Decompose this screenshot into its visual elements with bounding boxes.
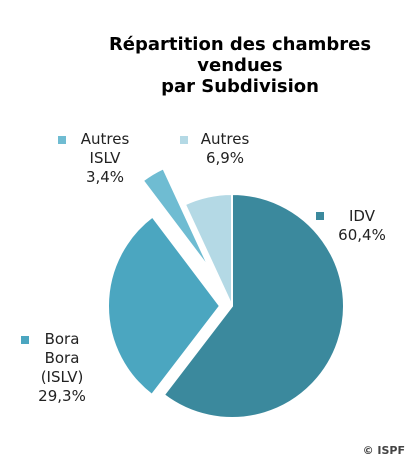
legend-marker [58, 136, 66, 144]
pie-slice [141, 167, 212, 271]
value-label: 29,3% [38, 387, 86, 405]
legend-marker [316, 212, 324, 220]
value-label: 60,4% [338, 226, 386, 244]
chart-title: Répartition des chambres vendues par Sub… [108, 34, 372, 97]
pie-slice [183, 192, 233, 307]
source: © ISPF [362, 444, 405, 457]
legend-marker [21, 336, 29, 344]
category-label: Bora Bora (ISLV) [40, 330, 84, 386]
category-label: IDV [349, 207, 375, 225]
category-label: Autres ISLV [80, 130, 130, 167]
slice-label: Autres 6,9% [165, 130, 285, 168]
category-label: Autres [200, 130, 250, 148]
pie-slice [162, 192, 345, 419]
slice-label: IDV 60,4% [302, 207, 417, 245]
value-label: 6,9% [205, 149, 245, 167]
slice-label: Bora Bora (ISLV) 29,3% [2, 330, 122, 406]
value-label: 3,4% [85, 168, 125, 186]
pie-slice [107, 215, 222, 397]
legend-marker [180, 136, 188, 144]
slice-label: Autres ISLV 3,4% [45, 130, 165, 187]
